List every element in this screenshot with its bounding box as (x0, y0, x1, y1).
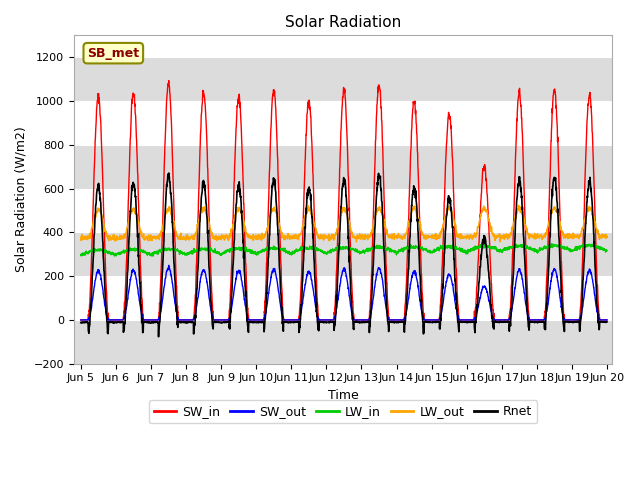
Bar (74, 232, 612, 276)
Bar (74, 57, 612, 101)
Bar (74, 145, 612, 189)
Legend: SW_in, SW_out, LW_in, LW_out, Rnet: SW_in, SW_out, LW_in, LW_out, Rnet (148, 400, 538, 423)
Title: Solar Radiation: Solar Radiation (285, 15, 401, 30)
Text: SB_met: SB_met (87, 47, 140, 60)
Y-axis label: Solar Radiation (W/m2): Solar Radiation (W/m2) (15, 127, 28, 273)
X-axis label: Time: Time (328, 389, 358, 402)
Bar (74, 320, 612, 364)
